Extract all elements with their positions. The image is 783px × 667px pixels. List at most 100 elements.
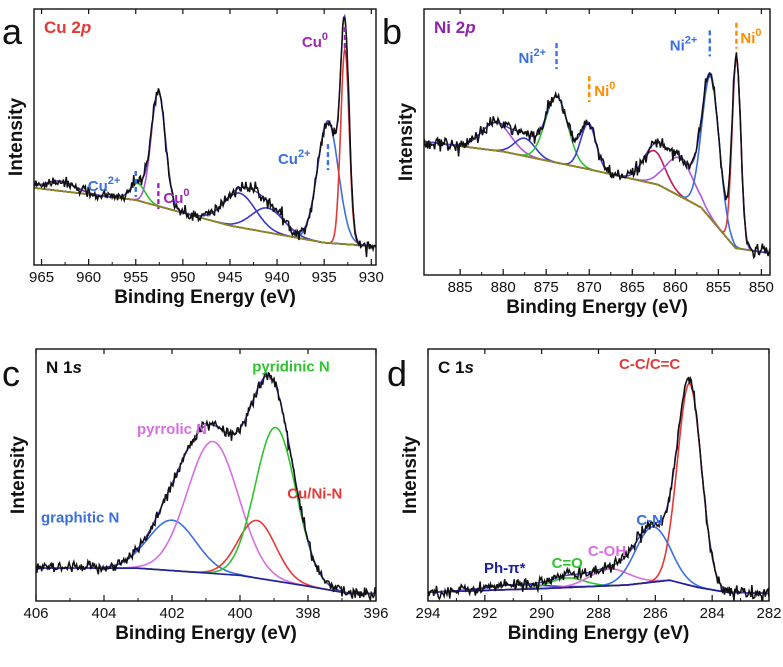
panel-letter: b bbox=[382, 11, 402, 52]
peak-marker-label: Cu0 bbox=[302, 31, 328, 51]
panel-title-main: Cu 2 bbox=[44, 18, 81, 37]
component-cu0-2p1-2 bbox=[34, 90, 376, 248]
raw-spectrum bbox=[34, 16, 376, 258]
axes-frame bbox=[427, 348, 770, 602]
panel-c: 406 404 402 400 398 396 Binding Energy (eV) Int… bbox=[2, 348, 389, 644]
x-tick-label: 875 bbox=[534, 279, 559, 296]
marker-oxidation-state: 2+ bbox=[108, 175, 121, 187]
x-tick-label: 282 bbox=[756, 605, 781, 622]
x-axis-label: Binding Energy (eV) bbox=[508, 623, 690, 644]
marker-element: Cu bbox=[302, 34, 322, 51]
x-tick-label: 292 bbox=[472, 605, 497, 622]
x-tick-label: 404 bbox=[91, 605, 116, 622]
panel-title-orbital: s bbox=[464, 358, 473, 377]
peak-annotation: C-C/C=C bbox=[619, 356, 680, 373]
component-ni-2p3-2-sat-a bbox=[424, 140, 770, 254]
peak-marker-label: Ni0 bbox=[740, 27, 761, 47]
peak-annotation: C-OH bbox=[588, 543, 626, 560]
marker-oxidation-state: 0 bbox=[183, 187, 189, 199]
raw-spectrum bbox=[424, 52, 770, 260]
marker-oxidation-state: 0 bbox=[609, 80, 615, 92]
raw-spectrum bbox=[36, 369, 376, 601]
marker-element: Ni bbox=[670, 37, 685, 54]
x-tick-label: 930 bbox=[359, 269, 384, 286]
marker-element: Ni bbox=[740, 30, 755, 47]
x-tick-label: 960 bbox=[76, 269, 101, 286]
x-tick-label: 950 bbox=[170, 269, 195, 286]
marker-oxidation-state: 2+ bbox=[685, 34, 698, 46]
marker-element: Cu bbox=[163, 190, 183, 207]
y-axis-label: Intensity bbox=[396, 103, 417, 182]
background-line bbox=[424, 140, 770, 254]
x-axis-label: Binding Energy (eV) bbox=[115, 623, 297, 644]
marker-oxidation-state: 2+ bbox=[298, 148, 311, 160]
x-tick-label: 290 bbox=[529, 605, 554, 622]
x-tick-label: 885 bbox=[448, 279, 473, 296]
panel-title-orbital: s bbox=[72, 358, 81, 377]
background-line bbox=[34, 187, 376, 248]
component-ni2-sat-1 bbox=[424, 121, 770, 254]
x-tick-label: 406 bbox=[23, 605, 48, 622]
fit-envelope bbox=[428, 377, 769, 595]
x-tick-label: 865 bbox=[620, 279, 645, 296]
x-tick-label: 396 bbox=[363, 605, 388, 622]
component-ni0-2p1-2 bbox=[424, 122, 770, 254]
marker-oxidation-state: 2+ bbox=[534, 47, 547, 59]
component-ni2-2p1-2 bbox=[424, 95, 770, 254]
x-tick-label: 965 bbox=[29, 269, 54, 286]
x-tick-label: 945 bbox=[217, 269, 242, 286]
component-satellite-1 bbox=[34, 187, 376, 248]
peak-marker-label: Ni2+ bbox=[519, 47, 547, 67]
x-tick-label: 294 bbox=[415, 605, 440, 622]
x-tick-label: 860 bbox=[663, 279, 688, 296]
axes-frame bbox=[33, 8, 377, 266]
panel-title: Ni 2p bbox=[434, 18, 476, 37]
component-cu0-2p3-2 bbox=[34, 46, 376, 248]
plot-area bbox=[34, 13, 376, 258]
raw-spectrum bbox=[428, 375, 769, 601]
panel-b: 885 880 875 870 865 860 855 850 Binding Energy (… bbox=[382, 8, 774, 318]
plot-area bbox=[428, 375, 769, 601]
x-tick-label: 955 bbox=[123, 269, 148, 286]
x-axis-label: Binding Energy (eV) bbox=[506, 297, 688, 318]
peak-marker-label: Cu2+ bbox=[88, 175, 121, 195]
background-line bbox=[428, 579, 769, 595]
x-tick-label: 935 bbox=[312, 269, 337, 286]
y-axis-label: Intensity bbox=[6, 98, 27, 177]
x-tick-label: 870 bbox=[577, 279, 602, 296]
panel-title-main: N 1 bbox=[46, 358, 72, 377]
component-ni2-sat-2 bbox=[424, 137, 770, 254]
panel-letter: d bbox=[387, 353, 407, 394]
panel-title-orbital: p bbox=[80, 18, 91, 37]
plot-area bbox=[36, 369, 376, 601]
panel-title: Cu 2p bbox=[44, 18, 91, 37]
x-tick-label: 284 bbox=[700, 605, 725, 622]
peak-annotation: C-N bbox=[636, 512, 663, 529]
panel-title-main: Ni 2 bbox=[434, 18, 465, 37]
panel-a: 965 960 955 950 945 940 935 930 Binding Energy (… bbox=[2, 8, 384, 308]
peak-annotation: C=O bbox=[552, 555, 584, 572]
panel-title-orbital: p bbox=[464, 18, 475, 37]
panel-title: C 1s bbox=[438, 358, 474, 377]
component-ni-2p3-2-sat-b bbox=[424, 140, 770, 254]
fit-envelope bbox=[36, 375, 376, 595]
component-satellite-2 bbox=[34, 187, 376, 248]
panel-title-main: C 1 bbox=[438, 358, 464, 377]
panel-letter: a bbox=[2, 11, 23, 52]
marker-oxidation-state: 0 bbox=[322, 31, 328, 43]
x-tick-label: 288 bbox=[586, 605, 611, 622]
x-axis-label: Binding Energy (eV) bbox=[114, 287, 296, 308]
x-tick-label: 880 bbox=[491, 279, 516, 296]
x-tick-label: 400 bbox=[227, 605, 252, 622]
peak-marker-label: Cu2+ bbox=[278, 148, 311, 168]
peak-marker-label: Ni0 bbox=[594, 80, 615, 100]
y-axis-label: Intensity bbox=[8, 436, 29, 515]
peak-annotation: Cu/Ni-N bbox=[287, 486, 342, 503]
marker-element: Cu bbox=[278, 151, 298, 168]
x-tick-label: 850 bbox=[749, 279, 774, 296]
panel-title: N 1s bbox=[46, 358, 82, 377]
x-tick-label: 940 bbox=[265, 269, 290, 286]
marker-oxidation-state: 0 bbox=[755, 27, 761, 39]
x-tick-label: 286 bbox=[643, 605, 668, 622]
